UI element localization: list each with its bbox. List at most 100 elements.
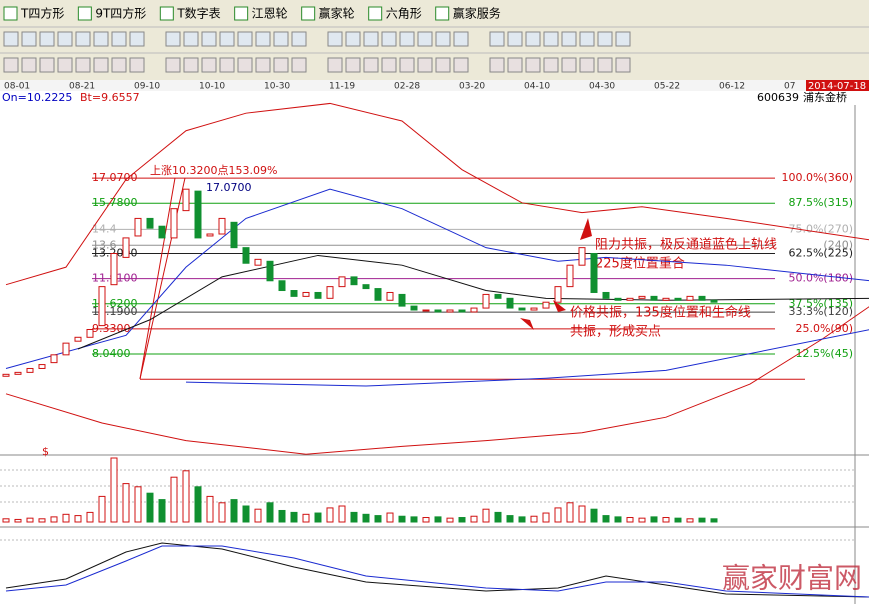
volume-bar xyxy=(206,495,214,523)
tool-icon[interactable] xyxy=(327,57,343,73)
tool-icon[interactable] xyxy=(291,31,307,47)
tool-icon[interactable] xyxy=(75,31,91,47)
tool-icon[interactable] xyxy=(165,57,181,73)
level-label: 62.5%(225) xyxy=(788,246,853,259)
tool-icon[interactable] xyxy=(525,57,541,73)
tool-icon[interactable] xyxy=(435,57,451,73)
tool-icon[interactable] xyxy=(615,57,631,73)
tool-icon[interactable] xyxy=(453,31,469,47)
tool-icon[interactable] xyxy=(57,57,73,73)
tool-icon[interactable] xyxy=(579,57,595,73)
candle xyxy=(686,295,694,301)
tool-icon[interactable] xyxy=(39,31,55,47)
tool-icon[interactable] xyxy=(21,57,37,73)
tool-icon[interactable] xyxy=(201,31,217,47)
tool-icon[interactable] xyxy=(129,57,145,73)
candle xyxy=(554,286,562,303)
volume-bar xyxy=(326,507,334,523)
tool-icon[interactable] xyxy=(237,31,253,47)
volume-bar xyxy=(638,517,646,523)
tool-icon[interactable] xyxy=(345,31,361,47)
tool-icon[interactable] xyxy=(489,57,505,73)
tool-icon[interactable] xyxy=(273,57,289,73)
tool-icon[interactable] xyxy=(363,57,379,73)
tool-icon[interactable] xyxy=(255,57,271,73)
tool-icon[interactable] xyxy=(363,31,379,47)
tool-icon[interactable] xyxy=(507,57,523,73)
indicator-line xyxy=(77,254,869,350)
info-name: 浦东金桥 xyxy=(803,90,847,104)
tool-icon[interactable] xyxy=(597,31,613,47)
tool-button[interactable]: 9T四方形 xyxy=(95,6,146,21)
level-label: 33.3%(120) xyxy=(788,305,853,318)
tool-icon[interactable] xyxy=(399,31,415,47)
tool-icon[interactable] xyxy=(183,57,199,73)
volume-bar xyxy=(134,486,142,523)
tool-icon[interactable] xyxy=(129,31,145,47)
tool-icon[interactable] xyxy=(399,57,415,73)
tool-icon[interactable] xyxy=(273,31,289,47)
tool-icon[interactable] xyxy=(165,31,181,47)
tool-icon[interactable] xyxy=(255,31,271,47)
tool-icon[interactable] xyxy=(111,31,127,47)
level-label: 12.5%(45) xyxy=(795,347,853,360)
tool-icon[interactable] xyxy=(93,31,109,47)
candle xyxy=(518,307,526,311)
candle xyxy=(194,190,202,239)
tool-button[interactable]: 赢家轮 xyxy=(319,6,355,21)
tool-icon[interactable] xyxy=(615,31,631,47)
tool-icon[interactable] xyxy=(57,31,73,47)
tool-icon[interactable] xyxy=(93,57,109,73)
volume-bar xyxy=(290,511,298,523)
tool-icon[interactable] xyxy=(291,57,307,73)
volume-bar xyxy=(434,516,442,523)
tool-icon[interactable] xyxy=(453,57,469,73)
tool-icon[interactable] xyxy=(417,31,433,47)
tool-icon[interactable] xyxy=(345,57,361,73)
tool-icon[interactable] xyxy=(183,31,199,47)
volume-bar xyxy=(26,517,34,523)
tool-icon[interactable] xyxy=(219,57,235,73)
tool-icon[interactable] xyxy=(579,31,595,47)
tool-icon[interactable] xyxy=(3,57,19,73)
info-on: On=10.2225 xyxy=(2,91,72,104)
level-label: 25.0%(90) xyxy=(795,322,853,335)
tool-icon[interactable] xyxy=(39,57,55,73)
volume-bar xyxy=(470,515,478,523)
tool-icon[interactable] xyxy=(543,31,559,47)
tool-icon[interactable] xyxy=(327,31,343,47)
tool-icon[interactable] xyxy=(543,57,559,73)
tool-button[interactable]: T数字表 xyxy=(176,6,220,21)
volume-bar xyxy=(98,495,106,523)
volume-bar xyxy=(314,512,322,523)
tool-icon[interactable] xyxy=(381,31,397,47)
tool-icon[interactable] xyxy=(561,57,577,73)
tool-icon[interactable] xyxy=(21,31,37,47)
toolbar-bg xyxy=(0,0,869,80)
macd-line xyxy=(5,542,869,598)
tool-button[interactable]: 赢家服务 xyxy=(453,6,501,21)
tool-icon[interactable] xyxy=(597,57,613,73)
tool-icon[interactable] xyxy=(219,31,235,47)
annotation: 阻力共振，极反通道蓝色上轨线 xyxy=(595,237,777,253)
tool-icon[interactable] xyxy=(75,57,91,73)
candle xyxy=(698,295,706,301)
tool-icon[interactable] xyxy=(417,57,433,73)
volume-bar xyxy=(686,518,694,523)
tool-icon[interactable] xyxy=(201,57,217,73)
tool-button[interactable]: 江恩轮 xyxy=(252,7,288,21)
candle xyxy=(230,221,238,249)
tool-icon[interactable] xyxy=(111,57,127,73)
tool-icon[interactable] xyxy=(507,31,523,47)
tool-icon[interactable] xyxy=(561,31,577,47)
tool-icon[interactable] xyxy=(525,31,541,47)
volume-bar xyxy=(158,499,166,523)
tool-icon[interactable] xyxy=(435,31,451,47)
tool-icon[interactable] xyxy=(3,31,19,47)
tool-icon[interactable] xyxy=(381,57,397,73)
tool-button[interactable]: T四方形 xyxy=(20,6,64,21)
volume-bar xyxy=(386,512,394,523)
tool-icon[interactable] xyxy=(237,57,253,73)
tool-button[interactable]: 六角形 xyxy=(386,7,422,21)
tool-icon[interactable] xyxy=(489,31,505,47)
